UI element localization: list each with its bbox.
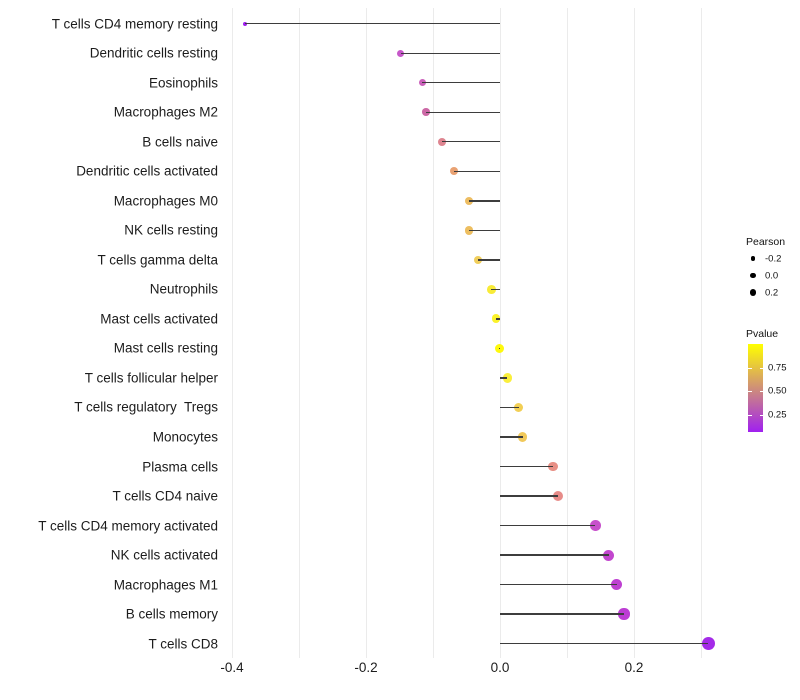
lollipop-stem	[477, 259, 500, 261]
gridline	[634, 8, 635, 658]
y-axis-label: B cells naive	[142, 134, 218, 150]
pvalue-legend-label: 0.75	[768, 362, 787, 373]
lollipop-stem	[453, 170, 500, 172]
gridline	[500, 8, 501, 658]
pvalue-legend-label: 0.25	[768, 409, 787, 420]
lollipop-stem	[500, 436, 523, 438]
x-axis-tick-label: 0.0	[490, 660, 510, 675]
lollipop-stem	[400, 52, 500, 54]
lollipop-stem	[499, 347, 500, 350]
y-axis-label: Macrophages M0	[113, 193, 218, 209]
y-axis-label: Mast cells resting	[113, 340, 218, 356]
data-point	[397, 49, 405, 57]
data-point	[494, 343, 504, 353]
gridline	[232, 8, 233, 658]
y-axis-label: T cells CD4 memory activated	[38, 517, 218, 533]
y-axis-label: Neutrophils	[149, 281, 218, 297]
colorbar-tick-mark	[759, 391, 763, 392]
lollipop-stem	[500, 524, 596, 527]
pvalue-legend-label: 0.50	[768, 385, 787, 397]
data-point	[701, 637, 715, 651]
y-axis-label: NK cells resting	[124, 222, 218, 238]
colorbar-tick-mark	[748, 391, 752, 392]
pearson-legend-title: Pearson	[746, 236, 786, 248]
y-axis-label: T cells CD4 memory resting	[51, 15, 218, 31]
colorbar-tick-mark	[759, 367, 763, 369]
gridline	[299, 8, 300, 658]
gridline	[433, 8, 434, 658]
y-axis-label: NK cells activated	[110, 547, 218, 563]
lollipop-stem	[422, 82, 500, 84]
lollipop-stem	[495, 318, 500, 320]
lollipop-stem	[500, 583, 617, 586]
pvalue-colorbar	[748, 344, 763, 432]
lollipop-stem	[500, 495, 559, 497]
pvalue-legend-title: Pvalue	[746, 328, 779, 340]
colorbar-tick-mark	[748, 367, 752, 369]
lollipop-stem	[500, 406, 519, 409]
lollipop-stem	[491, 288, 500, 291]
pearson-legend-label: -0.2	[765, 253, 782, 264]
lollipop-stem	[426, 111, 500, 113]
y-axis-label: Dendritic cells activated	[76, 163, 218, 179]
lollipop-stem	[500, 554, 609, 556]
pearson-legend-label: 0.2	[765, 287, 779, 298]
data-point	[502, 373, 512, 383]
x-axis-tick-label: -0.2	[354, 660, 378, 675]
lollipop-stem	[500, 613, 624, 615]
lollipop-stem	[500, 642, 709, 645]
y-axis-label: B cells memory	[125, 606, 218, 622]
lollipop-stem	[500, 377, 508, 379]
x-axis-tick-label: 0.2	[624, 660, 644, 675]
data-point	[438, 137, 447, 146]
y-axis-label: Macrophages M2	[113, 104, 218, 120]
colorbar-tick-mark	[759, 414, 763, 416]
lollipop-stem	[442, 141, 500, 143]
lollipop-stem	[500, 465, 553, 468]
pearson-legend-dot	[750, 256, 756, 261]
data-point	[618, 608, 630, 620]
gridline	[366, 8, 367, 658]
lollipop-stem	[245, 23, 500, 25]
pearson-legend-dot	[749, 289, 757, 296]
y-axis-label: T cells follicular helper	[84, 370, 218, 386]
data-point	[589, 520, 601, 531]
x-axis-tick-label: -0.4	[220, 660, 244, 675]
data-point	[422, 108, 431, 117]
y-axis-label: Mast cells activated	[100, 311, 218, 327]
lollipop-stem	[469, 200, 500, 202]
y-axis-label: Plasma cells	[142, 458, 218, 474]
gridline	[567, 8, 568, 658]
colorbar-tick-mark	[748, 414, 752, 416]
y-axis-label: Dendritic cells resting	[89, 45, 218, 61]
y-axis-label: T cells CD4 naive	[112, 488, 218, 504]
pearson-legend-dot	[750, 272, 756, 279]
data-point	[518, 432, 528, 442]
y-axis-label: T cells regulatory Tregs	[74, 399, 218, 415]
y-axis-label: Macrophages M1	[113, 576, 218, 592]
lollipop-stem	[469, 229, 500, 232]
data-point	[547, 461, 558, 472]
y-axis-label: Eosinophils	[148, 74, 218, 90]
pearson-legend-label: 0.0	[765, 270, 779, 281]
y-axis-label: T cells CD8	[148, 635, 218, 651]
gridline	[701, 8, 702, 658]
data-point	[449, 167, 458, 176]
y-axis-label: T cells gamma delta	[97, 252, 218, 268]
y-axis-label: Monocytes	[152, 429, 218, 445]
